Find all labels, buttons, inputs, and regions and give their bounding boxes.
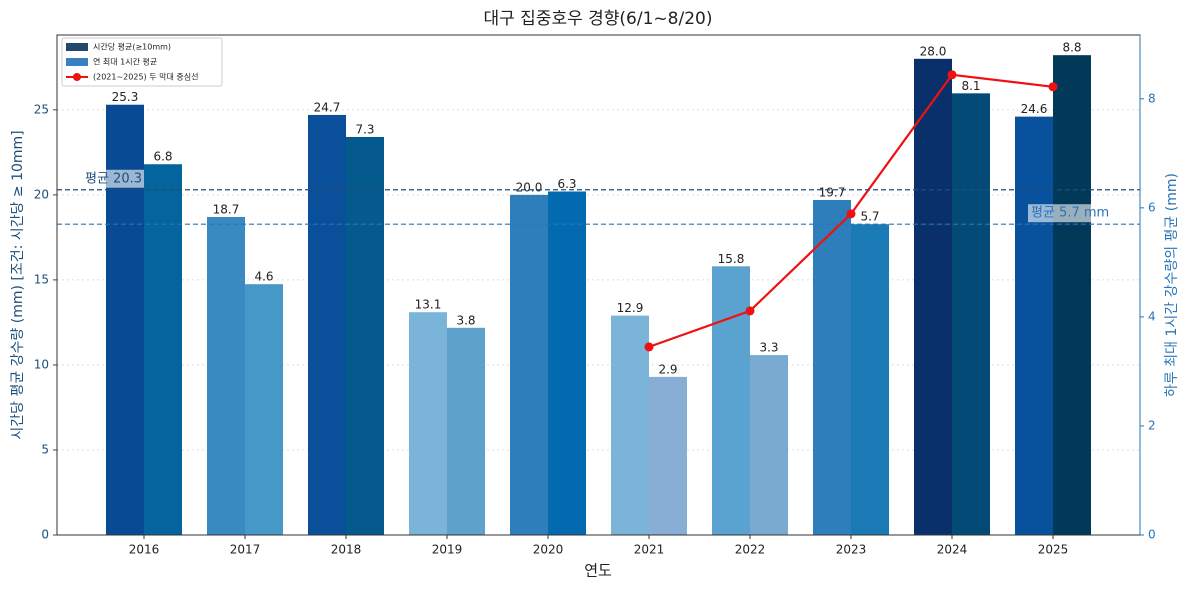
- bar: [649, 376, 687, 535]
- bar: [813, 199, 851, 535]
- value-label: 28.0: [920, 44, 947, 58]
- y2-tick-label: 0: [1148, 528, 1156, 542]
- y-tick-label: 20: [34, 187, 49, 201]
- value-label: 3.8: [456, 313, 475, 327]
- legend-label: (2021~2025) 두 막대 중심선: [93, 72, 198, 82]
- value-label: 6.3: [557, 177, 576, 191]
- legend-swatch: [66, 58, 88, 66]
- bar: [207, 216, 245, 536]
- value-label: 2.9: [658, 362, 677, 376]
- bar: [510, 194, 548, 535]
- y-tick-label: 5: [41, 442, 49, 456]
- value-label: 7.3: [355, 122, 374, 136]
- value-label: 12.9: [617, 301, 644, 315]
- x-tick-label: 2017: [230, 543, 261, 557]
- x-tick-label: 2022: [735, 543, 766, 557]
- value-label: 20.0: [516, 180, 543, 194]
- y2-tick-label: 4: [1148, 309, 1156, 323]
- legend-label: 연 최대 1시간 평균: [93, 57, 157, 67]
- bar: [346, 136, 384, 535]
- x-tick-label: 2023: [836, 543, 867, 557]
- line-point: [846, 209, 856, 219]
- bar: [144, 164, 182, 535]
- y-tick-label: 25: [34, 102, 49, 116]
- y-tick-label: 0: [41, 528, 49, 542]
- bar: [851, 224, 889, 535]
- y2-axis-label: 하루 최대 1시간 강수량의 평균 (mm): [1164, 173, 1180, 397]
- y2-tick-label: 6: [1148, 200, 1156, 214]
- x-tick-label: 2024: [937, 543, 968, 557]
- x-tick-label: 2021: [634, 543, 665, 557]
- y-tick-label: 10: [34, 357, 49, 371]
- value-label: 15.8: [718, 252, 745, 266]
- value-label: 24.7: [314, 100, 341, 114]
- bar: [1015, 116, 1053, 535]
- legend-swatch: [66, 43, 88, 51]
- y-axis-label: 시간당 평균 강수량 (mm) [조건: 시간당 ≥ 10mm]: [10, 130, 26, 439]
- value-label: 8.8: [1062, 41, 1081, 55]
- x-axis-label: 연도: [584, 562, 612, 580]
- value-label: 6.8: [153, 150, 172, 164]
- value-label: 13.1: [415, 298, 442, 312]
- line-point: [745, 306, 755, 316]
- bar: [611, 315, 649, 535]
- value-label: 5.7: [860, 210, 879, 224]
- line-point: [947, 70, 957, 80]
- line-point: [1048, 82, 1058, 92]
- reference-label-box: [82, 169, 144, 188]
- value-label: 25.3: [112, 90, 139, 104]
- bar: [914, 58, 952, 536]
- x-tick-label: 2025: [1038, 543, 1069, 557]
- reference-label-box: [1028, 204, 1116, 223]
- reference-label: 평균 20.3: [85, 171, 142, 186]
- value-label: 4.6: [254, 270, 273, 284]
- value-label: 24.6: [1021, 102, 1048, 116]
- bar: [750, 355, 788, 535]
- bar: [409, 312, 447, 535]
- reference-label: 평균 5.7 mm: [1031, 206, 1109, 221]
- legend-point: [73, 73, 81, 81]
- x-tick-label: 2019: [432, 543, 463, 557]
- bar: [712, 266, 750, 535]
- value-label: 18.7: [213, 202, 240, 216]
- value-label: 3.3: [759, 341, 778, 355]
- bar: [952, 93, 990, 536]
- bar: [548, 191, 586, 535]
- value-label: 8.1: [961, 79, 980, 93]
- y2-tick-label: 8: [1148, 91, 1156, 105]
- bar: [1053, 55, 1091, 536]
- value-label: 19.7: [819, 185, 846, 199]
- y2-tick-label: 2: [1148, 418, 1156, 432]
- bar: [106, 104, 144, 535]
- chart-title: 대구 집중호우 경향(6/1~8/20): [484, 9, 713, 29]
- bar: [308, 114, 346, 535]
- x-tick-label: 2016: [129, 543, 160, 557]
- line-point: [644, 342, 654, 352]
- bar: [245, 284, 283, 535]
- legend-box: [61, 37, 223, 87]
- x-tick-label: 2018: [331, 543, 362, 557]
- x-tick-label: 2020: [533, 543, 564, 557]
- y-tick-label: 15: [34, 272, 49, 286]
- legend-label: 시간당 평균(≥10mm): [93, 42, 171, 52]
- bar: [447, 327, 485, 535]
